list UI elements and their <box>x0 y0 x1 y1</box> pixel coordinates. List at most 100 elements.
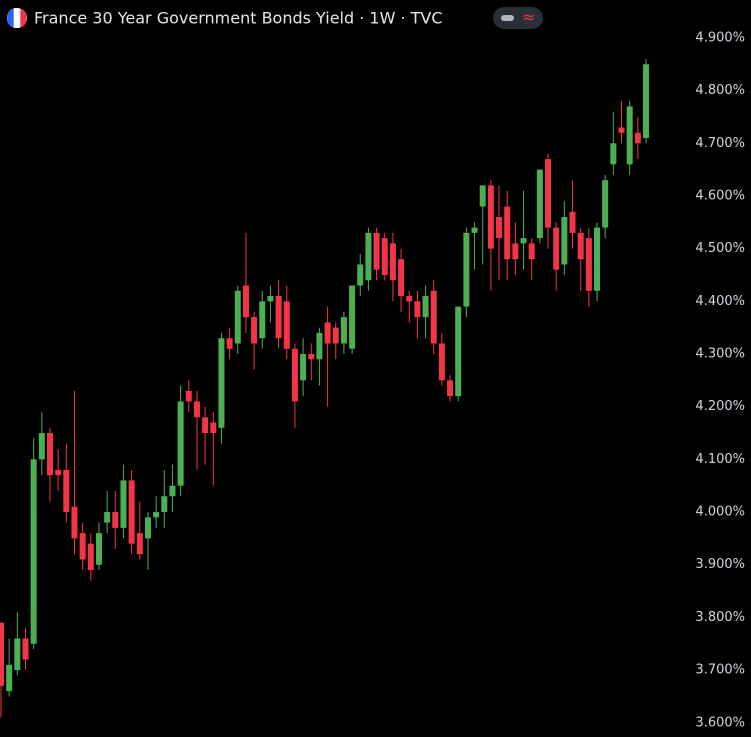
y-tick-label: 3.900% <box>695 557 745 572</box>
y-tick-label: 3.700% <box>695 663 745 678</box>
candle-body <box>153 512 160 518</box>
candle-body <box>161 496 168 513</box>
candle-body <box>634 132 641 144</box>
candle-body <box>38 433 45 460</box>
candle-body <box>438 343 445 381</box>
candle-body <box>185 390 192 402</box>
y-tick-label: 4.500% <box>695 241 745 256</box>
candle-body <box>300 354 307 381</box>
candle-body <box>226 338 233 349</box>
y-tick-label: 4.100% <box>695 452 745 467</box>
status-wave: ≈ <box>522 8 535 27</box>
candle-body <box>561 217 568 265</box>
candle-body <box>169 485 176 497</box>
candle-body <box>87 543 94 571</box>
candle-body <box>316 332 323 360</box>
y-tick-label: 4.700% <box>695 136 745 151</box>
y-tick-label: 4.300% <box>695 347 745 362</box>
candle-body <box>626 106 633 165</box>
candle-body <box>512 243 519 260</box>
candle-body <box>283 301 290 349</box>
candle-body <box>463 232 470 307</box>
candle-body <box>128 480 135 544</box>
candle-body <box>46 433 53 476</box>
candle-body <box>251 317 258 344</box>
candle-body <box>234 290 241 344</box>
candle-body <box>79 533 86 560</box>
y-tick-label: 3.800% <box>695 610 745 625</box>
candle-body <box>618 127 625 133</box>
chart-title: France 30 Year Government Bonds Yield · … <box>34 9 443 28</box>
candle-body <box>120 480 127 528</box>
flag-red <box>20 8 27 28</box>
candle-body <box>291 348 298 402</box>
candle-body <box>487 185 494 249</box>
candle-body <box>193 401 200 418</box>
candle-body <box>267 296 274 302</box>
candle-body <box>471 227 478 233</box>
candle-body <box>389 243 396 281</box>
candle-body <box>275 296 282 339</box>
candle-body <box>447 380 454 397</box>
candle-body <box>202 417 209 434</box>
candle-body <box>520 238 527 244</box>
candle-body <box>430 290 437 344</box>
candle-body <box>553 227 560 270</box>
candle-body <box>569 211 576 233</box>
candle-body <box>30 459 37 644</box>
candle-body <box>357 264 364 286</box>
candle-body <box>381 238 388 275</box>
candle-body <box>259 301 266 339</box>
candle-body <box>340 317 347 344</box>
status-icon <box>501 15 514 21</box>
candle-body <box>643 64 649 139</box>
y-tick-label: 4.600% <box>695 188 745 203</box>
candle-body <box>14 638 21 671</box>
candle-body <box>242 285 249 318</box>
candle-body <box>602 180 609 228</box>
candle-body <box>95 533 102 565</box>
candle-body <box>63 469 70 513</box>
y-tick-label: 4.800% <box>695 83 745 98</box>
candle-body <box>455 306 462 397</box>
candle-body <box>144 517 151 539</box>
flag-blue <box>7 8 14 28</box>
candle-body <box>610 143 617 165</box>
candle-body <box>577 232 584 260</box>
candle-body <box>112 512 119 528</box>
candle-body <box>365 232 372 281</box>
candle-body <box>528 243 535 260</box>
candle-body <box>422 296 429 318</box>
status-pill[interactable] <box>493 7 543 29</box>
candle-body <box>22 638 29 660</box>
candle-body <box>218 338 225 428</box>
candle-body <box>414 301 421 318</box>
candle-body <box>406 296 413 302</box>
candle-body <box>136 533 143 555</box>
candle-body <box>177 401 184 486</box>
candle-body <box>545 159 552 228</box>
y-tick-label: 4.400% <box>695 294 745 309</box>
candle-body <box>585 238 592 291</box>
candle-body <box>210 422 217 434</box>
y-tick-label: 4.000% <box>695 505 745 520</box>
candle-body <box>496 217 503 239</box>
candle-body <box>479 185 486 207</box>
candle-body <box>0 622 4 686</box>
candle-body <box>324 322 331 344</box>
candle-body <box>349 285 356 349</box>
candle-body <box>104 512 111 523</box>
candle-body <box>373 232 380 270</box>
candle-body <box>398 259 405 297</box>
candle-body <box>6 664 13 692</box>
candle-body <box>594 227 601 291</box>
candle-body <box>504 206 511 260</box>
candle-body <box>55 469 62 476</box>
candle-body <box>308 354 315 360</box>
y-tick-label: 4.900% <box>695 30 745 45</box>
candle-body <box>332 327 339 344</box>
header: France 30 Year Government Bonds Yield · … <box>7 7 543 29</box>
y-tick-label: 3.600% <box>695 715 745 730</box>
